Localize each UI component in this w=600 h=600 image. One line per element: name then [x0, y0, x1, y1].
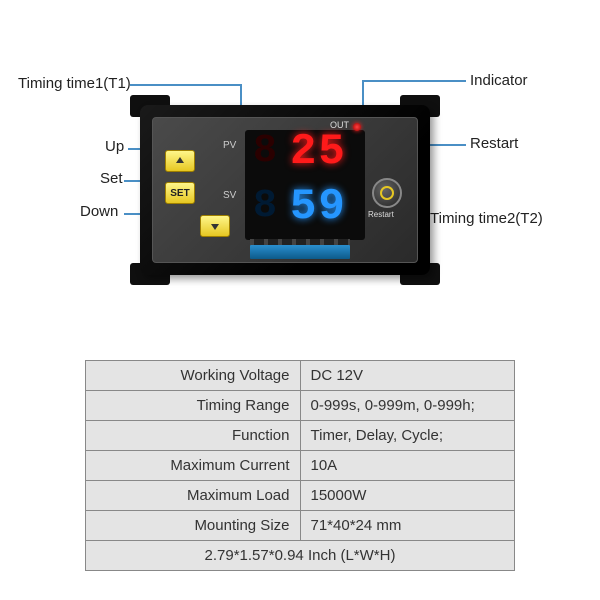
down-button[interactable] [200, 215, 230, 237]
pv-label: PV [223, 140, 236, 151]
indicator-led [353, 123, 361, 131]
up-button[interactable] [165, 150, 195, 172]
table-row: Timing Range0-999s, 0-999m, 0-999h; [86, 391, 515, 421]
table-row: FunctionTimer, Delay, Cycle; [86, 421, 515, 451]
spec-table-body: Working VoltageDC 12V Timing Range0-999s… [86, 361, 515, 571]
label-timing2: Timing time2(T2) [430, 210, 543, 227]
out-label: OUT [330, 120, 349, 130]
table-row: Working VoltageDC 12V [86, 361, 515, 391]
label-down: Down [80, 203, 118, 220]
label-set: Set [100, 170, 123, 187]
table-row: Maximum Load15000W [86, 481, 515, 511]
table-row: Maximum Current10A [86, 451, 515, 481]
label-timing1: Timing time1(T1) [18, 75, 131, 92]
spec-table: Working VoltageDC 12V Timing Range0-999s… [85, 360, 515, 571]
restart-button-label: Restart [368, 210, 394, 219]
arrow-up-icon [174, 155, 186, 167]
table-row: 2.79*1.57*0.94 Inch (L*W*H) [86, 541, 515, 571]
set-button[interactable]: SET [165, 182, 195, 204]
seg-dim-top: 8 [253, 129, 277, 174]
callout-line [362, 80, 466, 82]
table-row: Mounting Size71*40*24 mm [86, 511, 515, 541]
device-diagram: Timing time1(T1) Up Set Down Indicator R… [0, 20, 600, 340]
label-indicator: Indicator [470, 72, 528, 89]
display-t2-value: 59 [290, 182, 347, 232]
sv-label: SV [223, 190, 236, 201]
terminal-block [250, 245, 350, 259]
callout-line [130, 84, 240, 86]
arrow-down-icon [209, 220, 221, 232]
label-up: Up [105, 138, 124, 155]
display-t1-value: 25 [290, 127, 347, 177]
label-restart: Restart [470, 135, 518, 152]
restart-button[interactable] [372, 178, 402, 208]
seg-dim-bottom: 8 [253, 184, 277, 229]
